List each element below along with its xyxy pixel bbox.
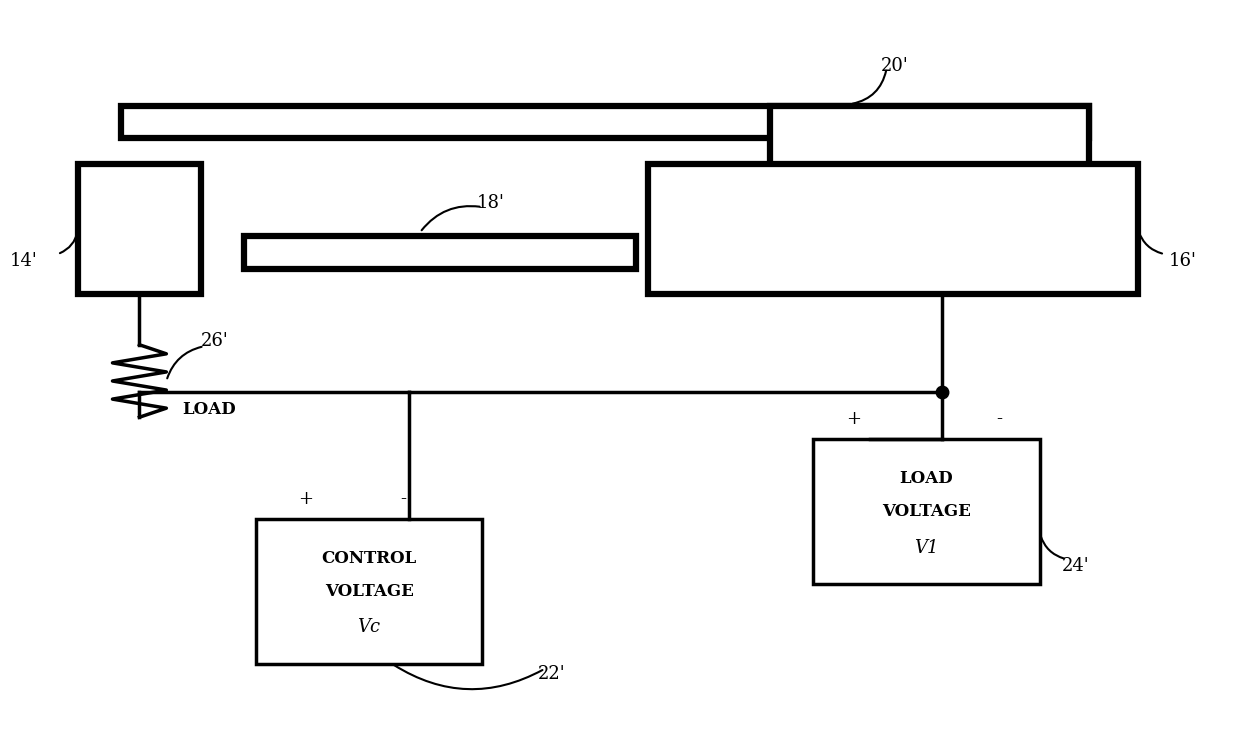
Text: CONTROL: CONTROL: [321, 550, 417, 567]
Text: 16': 16': [1168, 252, 1197, 270]
Text: VOLTAGE: VOLTAGE: [882, 503, 971, 520]
Text: 20': 20': [880, 56, 909, 75]
Bar: [813, 439, 1040, 584]
Text: 24': 24': [1061, 557, 1090, 575]
Text: +: +: [298, 490, 314, 508]
Bar: [647, 163, 1138, 294]
Bar: [122, 106, 1089, 139]
Text: -: -: [401, 490, 405, 508]
Bar: [770, 106, 1089, 200]
Bar: [255, 519, 482, 663]
Text: 26': 26': [201, 332, 228, 350]
Bar: [78, 163, 201, 294]
Text: LOAD: LOAD: [182, 402, 236, 419]
Text: VOLTAGE: VOLTAGE: [325, 583, 414, 600]
Text: -: -: [996, 410, 1002, 428]
Text: +: +: [847, 410, 862, 428]
Text: LOAD: LOAD: [900, 471, 954, 487]
Text: 18': 18': [476, 194, 505, 213]
Text: Vc: Vc: [357, 619, 381, 636]
Text: 22': 22': [538, 666, 565, 683]
Text: 14': 14': [10, 252, 37, 270]
Text: V1: V1: [914, 539, 939, 556]
Bar: [243, 236, 636, 269]
